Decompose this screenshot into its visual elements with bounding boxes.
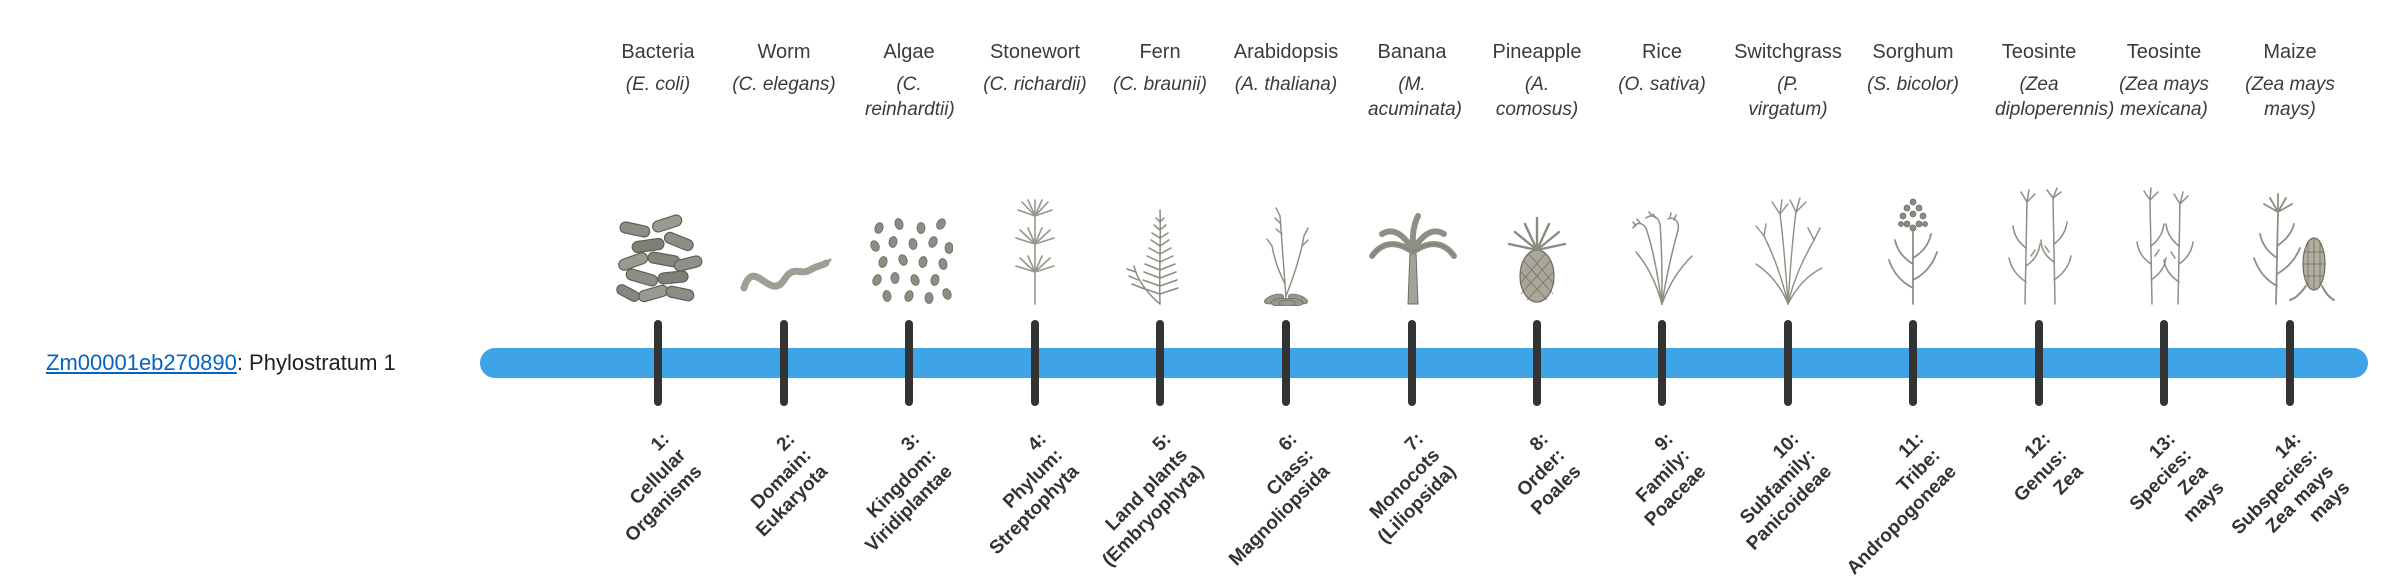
- organism-name: Banana: [1377, 41, 1447, 63]
- timeline-tick: [2160, 320, 2168, 406]
- organism-sci-name: (M. acuminata): [1368, 74, 1462, 120]
- timeline-tick: [1156, 320, 1164, 406]
- teosinte-mexicana-icon: [2114, 180, 2214, 306]
- timeline-bar: [480, 348, 2368, 378]
- organism-name: Pineapple: [1492, 41, 1582, 63]
- arabidopsis-icon: [1236, 180, 1336, 306]
- organism-sci-name: (S. bicolor): [1867, 74, 1959, 95]
- algae-icon: [859, 180, 959, 306]
- teosinte-diploperennis-icon: [1989, 180, 2089, 306]
- organism-sci-name: (A. comosus): [1495, 74, 1579, 120]
- timeline-tick: [1784, 320, 1792, 406]
- gene-label-suffix: : Phylostratum 1: [236, 350, 396, 375]
- organism-name: Switchgrass: [1734, 41, 1842, 63]
- pineapple-icon: [1487, 180, 1587, 306]
- timeline-tick: [905, 320, 913, 406]
- timeline-tick: [2286, 320, 2294, 406]
- switchgrass-icon: [1738, 180, 1838, 306]
- organism-sci-name: (C. richardii): [983, 74, 1087, 95]
- organism-sci-name: (C. reinhardtii): [865, 74, 955, 120]
- organism-name: Teosinte: [2001, 41, 2077, 63]
- timeline-tick: [1408, 320, 1416, 406]
- organism-name: Bacteria: [621, 41, 695, 63]
- banana-icon: [1362, 180, 1462, 306]
- sorghum-icon: [1863, 180, 1963, 306]
- organism-name: Teosinte: [2126, 41, 2202, 63]
- organism-sci-name: (E. coli): [625, 74, 691, 95]
- worm-icon: [734, 180, 834, 306]
- organism-sci-name: (Zea mays mexicana): [2119, 74, 2209, 120]
- organism-name: Worm: [757, 41, 811, 63]
- timeline-tick: [654, 320, 662, 406]
- timeline-tick: [1031, 320, 1039, 406]
- organism-sci-name: (C. elegans): [732, 74, 836, 95]
- rice-icon: [1612, 180, 1712, 306]
- organism-sci-name: (Zea mays mays): [2245, 74, 2335, 120]
- organism-name: Sorghum: [1872, 41, 1954, 63]
- fern-icon: [1110, 180, 1210, 306]
- timeline-tick: [1533, 320, 1541, 406]
- organism-name: Fern: [1139, 41, 1181, 63]
- maize-icon: [2240, 180, 2340, 306]
- bacteria-icon: [608, 180, 708, 306]
- organism-name: Maize: [2263, 41, 2317, 63]
- organism-name: Algae: [883, 41, 935, 63]
- organism-sci-name: (P. virgatum): [1748, 74, 1828, 120]
- timeline-tick: [780, 320, 788, 406]
- organism-sci-name: (Zea diploperennis): [1995, 74, 2115, 120]
- timeline-tick: [1282, 320, 1290, 406]
- organism-sci-name: (A. thaliana): [1234, 74, 1338, 95]
- timeline-tick: [1909, 320, 1917, 406]
- organism-name: Stonewort: [989, 41, 1081, 63]
- organism-name: Arabidopsis: [1233, 41, 1339, 63]
- gene-label: Zm00001eb270890: Phylostratum 1: [46, 348, 396, 378]
- timeline-tick: [1658, 320, 1666, 406]
- timeline-tick: [2035, 320, 2043, 406]
- organism-sci-name: (C. braunii): [1113, 74, 1207, 95]
- stonewort-icon: [985, 180, 1085, 306]
- organism-name: Rice: [1641, 41, 1682, 63]
- organism-sci-name: (O. sativa): [1618, 74, 1706, 95]
- gene-id-link[interactable]: Zm00001eb270890: [46, 350, 237, 375]
